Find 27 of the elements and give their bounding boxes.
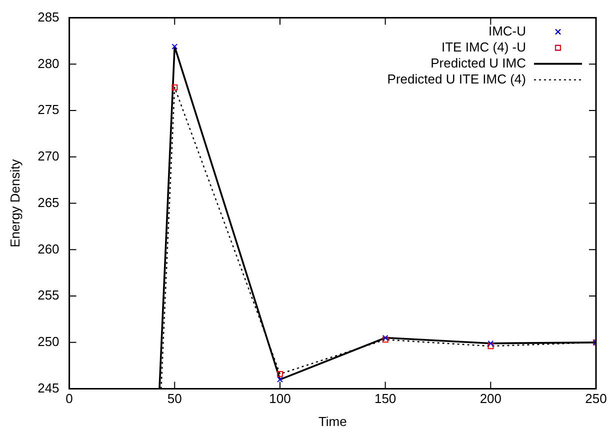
point xyxy=(488,343,494,350)
legend-label: Predicted U IMC xyxy=(430,55,526,70)
y-tick-label: 265 xyxy=(38,194,60,210)
y-tick-label: 275 xyxy=(38,102,60,118)
x-tick-label: 250 xyxy=(585,391,607,406)
y-tick-label: 260 xyxy=(38,241,60,256)
legend-label: Predicted U ITE IMC (4) xyxy=(387,71,526,86)
point xyxy=(488,340,494,346)
y-tick-label: 285 xyxy=(38,9,60,24)
y-tick-label: 255 xyxy=(38,288,60,303)
y-tick-label: 270 xyxy=(38,148,60,164)
point xyxy=(172,84,178,90)
y-tick-label: 245 xyxy=(38,380,60,396)
legend-label: ITE IMC (4) -U xyxy=(442,39,526,54)
x-tick-label: 150 xyxy=(374,391,396,406)
point xyxy=(277,376,283,382)
x-tick-label: 200 xyxy=(480,391,502,406)
y-tick-label: 280 xyxy=(38,56,60,71)
y-axis-title: Energy Density xyxy=(7,158,22,248)
x-tick-label: 100 xyxy=(269,391,291,406)
x-tick-label: 0 xyxy=(66,391,73,406)
point xyxy=(172,44,178,50)
y-tick-label: 250 xyxy=(38,334,60,350)
legend-label: IMC-U xyxy=(488,23,526,38)
x-tick-label: 50 xyxy=(167,391,182,406)
point xyxy=(277,370,283,377)
x-axis-title: Time xyxy=(318,414,347,429)
